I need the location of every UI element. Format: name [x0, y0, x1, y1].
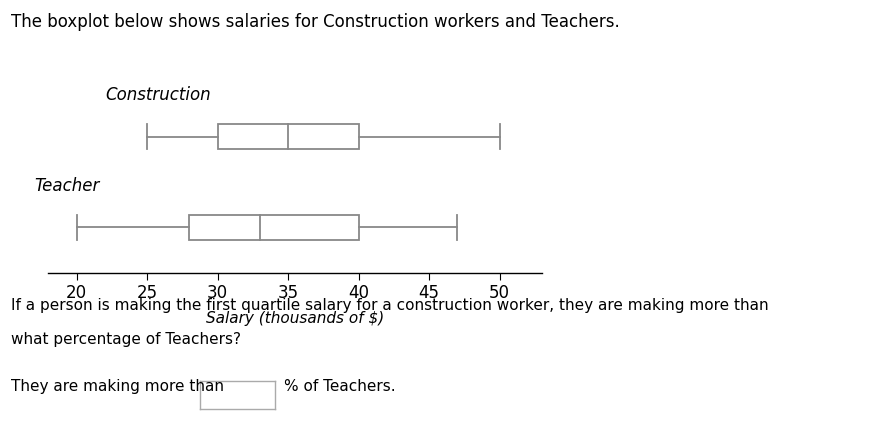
Text: Teacher: Teacher	[34, 177, 100, 195]
Text: Construction: Construction	[105, 86, 211, 104]
Text: The boxplot below shows salaries for Construction workers and Teachers.: The boxplot below shows salaries for Con…	[11, 13, 619, 31]
Bar	[218, 124, 359, 150]
Text: what percentage of Teachers?: what percentage of Teachers?	[11, 332, 241, 347]
Text: If a person is making the first quartile salary for a construction worker, they : If a person is making the first quartile…	[11, 298, 768, 313]
X-axis label: Salary (thousands of $): Salary (thousands of $)	[206, 311, 384, 326]
Bar	[189, 215, 359, 240]
Text: % of Teachers.: % of Teachers.	[284, 379, 396, 394]
Text: They are making more than: They are making more than	[11, 379, 224, 394]
